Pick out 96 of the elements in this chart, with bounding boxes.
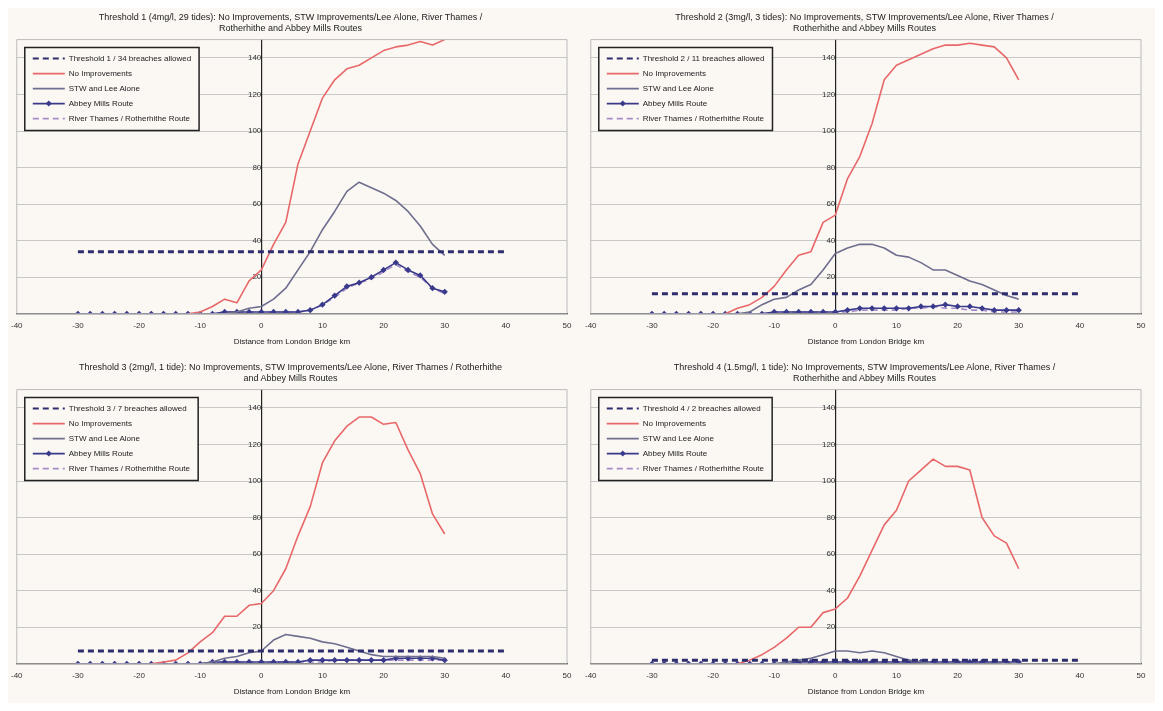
legend-label: STW and Lee Alone: [68, 83, 141, 93]
legend-label: STW and Lee Alone: [68, 433, 141, 443]
x-tick-label: 50: [562, 320, 572, 330]
y-tick-label: 100: [821, 476, 836, 486]
x-tick-label: 40: [1075, 320, 1085, 330]
y-tick-label: 140: [821, 403, 836, 413]
x-tick-label: -20: [707, 320, 720, 330]
legend-label: Threshold 1 / 34 breaches allowed: [68, 53, 192, 63]
y-tick-label: 140: [247, 53, 262, 63]
x-tick-label: 50: [1136, 320, 1146, 330]
x-tick-label: -20: [133, 320, 146, 330]
legend-label: Abbey Mills Route: [68, 98, 134, 108]
y-tick-label: 20: [252, 272, 262, 282]
x-tick-label: -10: [768, 320, 781, 330]
x-tick-label: -30: [72, 670, 85, 680]
y-tick-label: 40: [826, 235, 836, 245]
x-tick-label: 30: [440, 670, 450, 680]
x-tick-label: -40: [11, 320, 24, 330]
legend-label: Abbey Mills Route: [642, 98, 708, 108]
x-tick-label: 20: [953, 320, 963, 330]
x-tick-label: -30: [72, 320, 85, 330]
x-tick-label: 10: [892, 320, 902, 330]
x-tick-label: 0: [259, 670, 265, 680]
x-axis-title: Distance from London Bridge km: [233, 337, 351, 347]
x-tick-label: 0: [833, 320, 839, 330]
x-tick-label: -30: [646, 670, 659, 680]
y-tick-label: 100: [247, 126, 262, 136]
legend-label: Abbey Mills Route: [642, 448, 708, 458]
x-tick-label: 10: [892, 670, 902, 680]
x-tick-label: 30: [1014, 320, 1024, 330]
y-tick-label: 80: [252, 512, 262, 522]
x-axis-title: Distance from London Bridge km: [807, 337, 925, 347]
x-tick-label: 50: [562, 670, 572, 680]
x-tick-label: 20: [379, 670, 389, 680]
x-tick-label: 10: [318, 670, 328, 680]
legend-label: No Improvements: [68, 68, 132, 78]
y-tick-label: 20: [826, 622, 836, 632]
x-tick-label: 30: [1014, 670, 1024, 680]
chart-title: Threshold 2 (3mg/l, 3 tides): No Improvements, STW Improvements/Lee Alone, River Thames / Rotherhithe and Abbey Mills Routes: [675, 11, 1055, 33]
legend-label: Threshold 3 / 7 breaches allowed: [68, 403, 187, 413]
x-tick-label: -40: [11, 670, 24, 680]
y-tick-label: 100: [821, 126, 836, 136]
x-tick-label: 20: [379, 320, 389, 330]
chart-title: Threshold 3 (2mg/l, 1 tide): No Improvements, STW Improvements/Lee Alone, River Thames / Rotherhithe and Abbey Mills Routes: [78, 361, 503, 383]
legend-label: Threshold 2 / 11 breaches allowed: [642, 53, 765, 63]
y-tick-label: 60: [252, 549, 262, 559]
legend-label: STW and Lee Alone: [642, 83, 715, 93]
y-tick-label: 20: [826, 272, 836, 282]
chart-title: Threshold 1 (4mg/l, 29 tides): No Improvements, STW Improvements/Lee Alone, River Thames / Rotherhithe and Abbey Mills Routes: [98, 11, 483, 33]
y-tick-label: 60: [826, 199, 836, 209]
x-tick-label: 0: [259, 320, 265, 330]
legend-label: No Improvements: [642, 68, 706, 78]
y-tick-label: 80: [826, 162, 836, 172]
x-axis-title: Distance from London Bridge km: [807, 687, 925, 697]
x-tick-label: 20: [953, 670, 963, 680]
y-tick-label: 140: [821, 53, 836, 63]
x-tick-label: 40: [501, 320, 511, 330]
x-tick-label: 50: [1136, 670, 1146, 680]
legend-label: No Improvements: [68, 418, 132, 428]
x-axis-title: Distance from London Bridge km: [233, 687, 351, 697]
y-tick-label: 100: [247, 476, 262, 486]
x-tick-label: -10: [194, 320, 207, 330]
legend-label: River Thames / Rotherhithe Route: [642, 113, 765, 123]
legend-label: STW and Lee Alone: [642, 433, 715, 443]
y-tick-label: 80: [826, 512, 836, 522]
legend-label: River Thames / Rotherhithe Route: [642, 463, 765, 473]
y-tick-label: 60: [252, 199, 262, 209]
y-tick-label: 80: [252, 162, 262, 172]
x-tick-label: -40: [585, 320, 598, 330]
x-tick-label: -40: [585, 670, 598, 680]
legend-label: Abbey Mills Route: [68, 448, 134, 458]
y-tick-label: 60: [826, 549, 836, 559]
chart-title: Threshold 4 (1.5mg/l, 1 tide): No Improvements, STW Improvements/Lee Alone, River Thames / Rotherhithe and Abbey Mills Routes: [673, 361, 1056, 383]
y-tick-label: 120: [821, 89, 836, 99]
x-tick-label: -10: [768, 670, 781, 680]
legend-label: Threshold 4 / 2 breaches allowed: [642, 403, 761, 413]
x-tick-label: -30: [646, 320, 659, 330]
y-tick-label: 120: [247, 439, 262, 449]
x-tick-label: -20: [133, 670, 146, 680]
x-tick-label: 0: [833, 670, 839, 680]
y-tick-label: 20: [252, 622, 262, 632]
x-tick-label: 40: [1075, 670, 1085, 680]
y-tick-label: 40: [826, 585, 836, 595]
x-tick-label: 40: [501, 670, 511, 680]
x-tick-label: -10: [194, 670, 207, 680]
legend-label: No Improvements: [642, 418, 706, 428]
legend-label: River Thames / Rotherhithe Route: [68, 463, 191, 473]
y-tick-label: 120: [247, 89, 262, 99]
y-tick-label: 40: [252, 235, 262, 245]
x-tick-label: -20: [707, 670, 720, 680]
y-tick-label: 120: [821, 439, 836, 449]
x-tick-label: 30: [440, 320, 450, 330]
legend-label: River Thames / Rotherhithe Route: [68, 113, 191, 123]
x-tick-label: 10: [318, 320, 328, 330]
y-tick-label: 40: [252, 585, 262, 595]
y-tick-label: 140: [247, 403, 262, 413]
